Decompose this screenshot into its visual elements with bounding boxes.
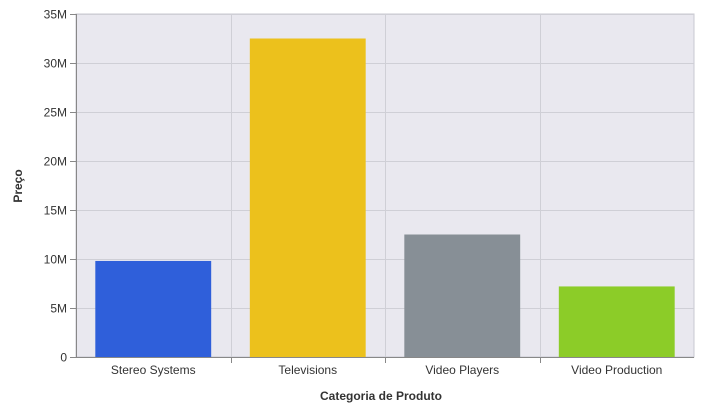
x-tick-label: Televisions [278, 363, 337, 377]
bar-video-production [558, 286, 675, 357]
bars [95, 38, 675, 357]
bar-video-players [404, 234, 521, 357]
y-tick-label: 25M [44, 106, 67, 120]
x-tick-label: Stereo Systems [111, 363, 196, 377]
x-axis-title: Categoria de Produto [320, 389, 442, 403]
bar-televisions [249, 38, 366, 357]
y-tick-label: 0 [60, 351, 67, 365]
y-axis-title: Preço [11, 169, 25, 202]
y-tick-label: 5M [50, 302, 67, 316]
x-tick-label: Video Players [425, 363, 499, 377]
y-tick-label: 35M [44, 8, 67, 22]
y-tick-label: 15M [44, 204, 67, 218]
y-tick-label: 30M [44, 57, 67, 71]
x-tick-label: Video Production [571, 363, 662, 377]
y-tick-label: 10M [44, 253, 67, 267]
bar-stereo-systems [95, 260, 212, 357]
y-tick-label: 20M [44, 155, 67, 169]
axes: 0 5M 10M 15M 20M 25M 30M 35M Stereo Systems Telev… [44, 8, 694, 377]
